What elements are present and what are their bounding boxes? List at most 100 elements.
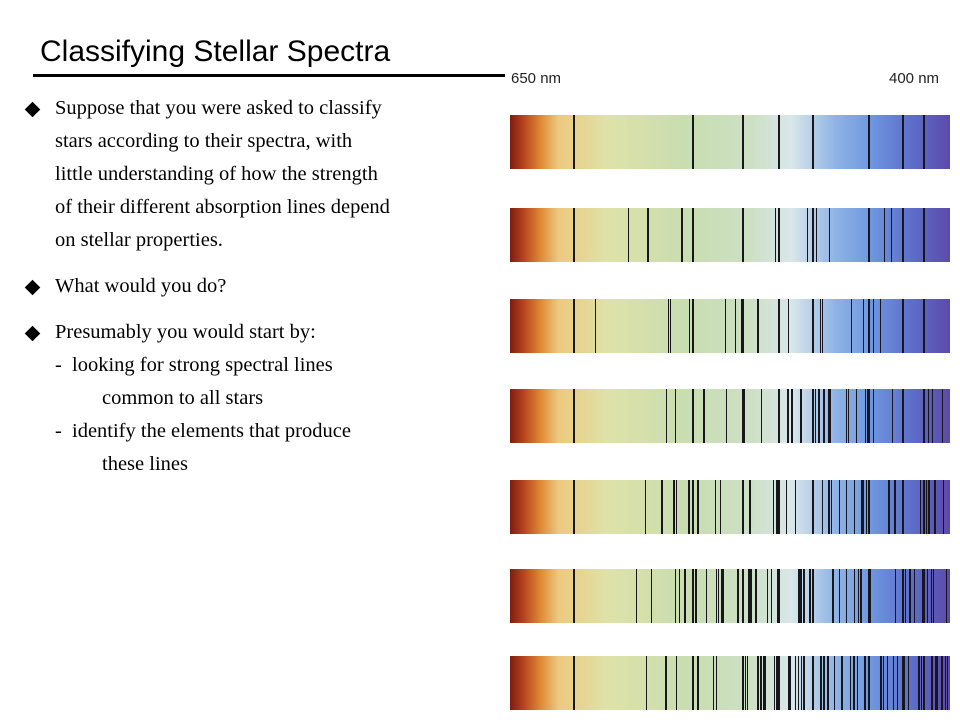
absorption-line	[861, 480, 864, 534]
absorption-line	[882, 656, 884, 710]
absorption-line	[660, 480, 663, 534]
diamond-bullet-icon	[24, 101, 41, 118]
absorption-line	[670, 299, 672, 353]
absorption-line	[832, 569, 834, 623]
absorption-line	[831, 480, 833, 534]
spectrum-strip	[510, 569, 950, 623]
absorption-line	[909, 569, 912, 623]
absorption-line	[573, 299, 575, 353]
bullet-line: stars according to their spectra, with	[55, 130, 353, 152]
absorption-line	[697, 656, 699, 710]
absorption-line	[742, 656, 744, 710]
absorption-line	[923, 569, 924, 623]
absorption-line	[895, 480, 897, 534]
absorption-line	[902, 115, 904, 169]
absorption-line	[823, 389, 826, 443]
absorption-line	[692, 480, 694, 534]
absorption-line	[902, 208, 904, 262]
absorption-line	[880, 299, 882, 353]
dash-marker: -	[55, 354, 62, 376]
absorption-line	[818, 389, 820, 443]
absorption-line	[902, 569, 904, 623]
absorption-line	[646, 208, 649, 262]
absorption-line	[829, 389, 832, 443]
absorption-line	[794, 656, 796, 710]
wavelength-label-650: 650 nm	[511, 70, 562, 87]
absorption-line	[827, 389, 830, 443]
absorption-line	[940, 656, 942, 710]
absorption-line	[787, 656, 790, 710]
absorption-line	[798, 569, 800, 623]
absorption-line	[812, 389, 814, 443]
absorption-line	[790, 389, 792, 443]
absorption-line	[772, 480, 774, 534]
absorption-line	[742, 208, 744, 262]
absorption-line	[774, 208, 776, 262]
absorption-line	[803, 569, 806, 623]
absorption-line	[715, 656, 717, 710]
absorption-line	[812, 480, 814, 534]
sub-item-line: these lines	[102, 453, 188, 475]
absorption-line	[907, 656, 909, 710]
diamond-bullet-icon	[24, 279, 41, 296]
slide-title: Classifying Stellar Spectra	[40, 35, 391, 68]
absorption-line	[851, 299, 853, 353]
absorption-line	[903, 656, 905, 710]
absorption-line	[868, 208, 870, 262]
absorption-line	[778, 656, 780, 710]
absorption-line	[664, 656, 667, 710]
absorption-line	[716, 569, 718, 623]
absorption-line	[868, 389, 870, 443]
absorption-line	[687, 480, 690, 534]
absorption-line	[856, 656, 858, 710]
absorption-line	[770, 569, 772, 623]
absorption-line	[822, 656, 825, 710]
absorption-line	[797, 656, 799, 710]
absorption-line	[573, 115, 575, 169]
absorption-line	[681, 208, 684, 262]
dash-marker: -	[55, 420, 62, 442]
absorption-line	[742, 115, 744, 169]
absorption-line	[890, 208, 892, 262]
absorption-line	[826, 656, 829, 710]
absorption-line	[865, 389, 867, 443]
absorption-line	[667, 299, 669, 353]
absorption-line	[807, 208, 809, 262]
absorption-line	[846, 480, 847, 534]
absorption-line	[573, 208, 575, 262]
absorption-line	[866, 480, 867, 534]
absorption-line	[695, 569, 698, 623]
absorption-line	[812, 656, 814, 710]
absorption-line	[913, 569, 915, 623]
absorption-line	[692, 656, 694, 710]
absorption-line	[828, 480, 831, 534]
absorption-line	[735, 299, 737, 353]
absorption-line	[635, 569, 637, 623]
absorption-line	[904, 569, 906, 623]
absorption-line	[812, 115, 814, 169]
absorption-line	[778, 299, 780, 353]
absorption-line	[573, 569, 575, 623]
absorption-line	[942, 656, 944, 710]
absorption-line	[852, 656, 855, 710]
absorption-line	[868, 656, 869, 710]
absorption-line	[803, 656, 805, 710]
absorption-line	[779, 569, 781, 623]
absorption-line	[720, 480, 722, 534]
absorption-line	[749, 480, 751, 534]
title-underline	[33, 74, 505, 77]
absorption-line	[776, 480, 778, 534]
absorption-line	[901, 389, 904, 443]
absorption-line	[762, 656, 764, 710]
absorption-line	[692, 389, 694, 443]
absorption-line	[934, 480, 936, 534]
absorption-line	[764, 656, 767, 710]
absorption-line	[644, 480, 646, 534]
absorption-line	[862, 299, 864, 353]
spectrum-strip	[510, 480, 950, 534]
spectrum-strip	[510, 389, 950, 443]
absorption-line	[942, 389, 944, 443]
absorption-line	[868, 115, 870, 169]
absorption-line	[801, 389, 803, 443]
absorption-line	[866, 389, 868, 443]
